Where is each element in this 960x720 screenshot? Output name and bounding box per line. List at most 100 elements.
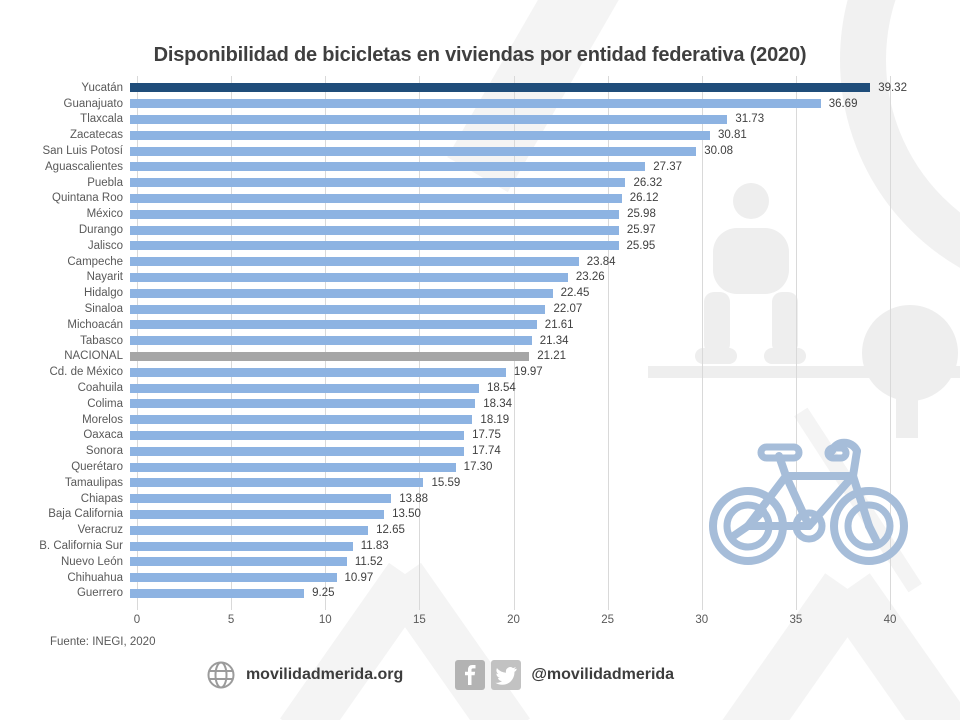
globe-icon (207, 661, 235, 689)
category-label: México (86, 208, 123, 221)
twitter-icon (491, 660, 522, 690)
bar-track: 25.98 (130, 206, 883, 222)
bar-row: Michoacán 21.61 (12, 317, 952, 333)
value-label: 19.97 (513, 366, 543, 379)
bar-track: 18.54 (130, 380, 883, 396)
value-label: 22.07 (553, 303, 583, 316)
bar-row: Coahuila 18.54 (12, 380, 952, 396)
bar (130, 130, 710, 140)
category-label: Cd. de México (49, 366, 123, 379)
bar (130, 288, 553, 298)
value-label: 21.21 (537, 350, 567, 363)
category-label: Michoacán (67, 318, 123, 331)
bar-row: Sonora 17.74 (12, 443, 952, 459)
source-note: Fuente: INEGI, 2020 (50, 636, 156, 648)
watermark-tree-trunk (896, 396, 918, 438)
category-label: Zacatecas (69, 129, 123, 142)
bar (130, 351, 530, 361)
bar (130, 525, 369, 535)
category-label: B. California Sur (39, 540, 123, 552)
category-label: Morelos (82, 413, 123, 426)
bar-track: 22.45 (130, 285, 883, 301)
bar-chart: Yucatán 39.32 Guanajuato 36.69 Tlaxcala 31.73… (12, 76, 952, 610)
value-label: 25.95 (626, 239, 656, 252)
bar-row: Jalisco 25.95 (12, 238, 952, 254)
value-label: 17.74 (471, 445, 501, 458)
category-label: Nayarit (86, 271, 123, 284)
bar-track: 17.30 (130, 459, 883, 475)
category-label: Baja California (48, 508, 123, 521)
social-handle-text: @movilidadmerida (531, 666, 675, 683)
bar (130, 478, 424, 488)
bar (130, 336, 532, 346)
value-label: 18.54 (487, 382, 516, 395)
bar-row: Baja California 13.50 (12, 507, 952, 523)
bar-track: 30.08 (130, 143, 883, 159)
bar-track: 31.73 (130, 112, 883, 128)
value-label: 30.81 (717, 129, 747, 142)
value-label: 21.61 (544, 318, 574, 331)
value-label: 17.30 (463, 461, 493, 474)
bar-row: Cd. de México 19.97 (12, 364, 952, 380)
bar-row: Durango 25.97 (12, 222, 952, 238)
bar-row: Guanajuato 36.69 (12, 96, 952, 112)
watermark-tree-crown (862, 305, 958, 401)
bar-row: Nuevo León 11.52 (12, 554, 952, 570)
value-label: 18.34 (483, 397, 513, 410)
bar-row: Tlaxcala 31.73 (12, 112, 952, 128)
facebook-icon (455, 660, 486, 690)
bar-track: 39.32 (130, 80, 907, 96)
bar-row: Aguascalientes 27.37 (12, 159, 952, 175)
x-axis: 0 5 10 15 20 25 30 35 40 (134, 614, 897, 630)
bar-track: 18.34 (130, 396, 883, 412)
bar-track: 21.34 (130, 333, 883, 349)
gridline-30 (701, 76, 703, 610)
value-label: 21.34 (539, 334, 569, 347)
category-label: Querétaro (71, 461, 123, 474)
bar-row: Nayarit 23.26 (12, 270, 952, 286)
x-tick-label: 20 (507, 614, 520, 626)
watermark-person-foot-left (695, 348, 737, 364)
category-label: Jalisco (87, 239, 123, 252)
category-label: Aguascalientes (45, 160, 123, 173)
category-label: Durango (78, 224, 123, 237)
bar-track: 9.25 (130, 586, 883, 602)
watermark-person-foot-right (764, 348, 806, 364)
bar-row: San Luis Potosí 30.08 (12, 143, 952, 159)
gridline-35 (795, 76, 797, 610)
bar-row: Guerrero 9.25 (12, 586, 952, 602)
bar-track: 21.21 (130, 349, 883, 365)
bar (130, 83, 871, 93)
watermark-person-leg-left (704, 292, 730, 354)
value-label: 27.37 (653, 160, 683, 173)
chart-title: Disponibilidad de bicicletas en vivienda… (153, 44, 807, 66)
value-label: 11.52 (354, 555, 383, 568)
x-tick-label: 35 (789, 614, 803, 626)
x-tick-label: 30 (695, 614, 709, 626)
category-label: San Luis Potosí (42, 145, 123, 158)
bar-row: Colima 18.34 (12, 396, 952, 412)
category-label: Quintana Roo (52, 192, 123, 205)
bar-track: 19.97 (130, 364, 883, 380)
bar-track: 13.50 (130, 507, 883, 523)
bar-row: B. California Sur 11.83 (12, 538, 952, 554)
footer: movilidadmerida.org @movilidadmerida (0, 660, 920, 690)
x-tick-label: 10 (318, 614, 332, 626)
value-label: 39.32 (878, 81, 907, 94)
bar (130, 304, 546, 314)
bar (130, 99, 821, 109)
bar-row: Zacatecas 30.81 (12, 127, 952, 143)
gridline-25 (607, 76, 609, 610)
value-label: 30.08 (704, 145, 734, 158)
value-label: 18.19 (480, 413, 510, 426)
bar (130, 494, 392, 504)
bar-track: 23.84 (130, 254, 883, 270)
bar (130, 272, 568, 282)
bar-row: Querétaro 17.30 (12, 459, 952, 475)
bar-row: Tamaulipas 15.59 (12, 475, 952, 491)
value-label: 26.32 (633, 176, 663, 189)
bar (130, 146, 697, 156)
bar-row: Chiapas 13.88 (12, 491, 952, 507)
